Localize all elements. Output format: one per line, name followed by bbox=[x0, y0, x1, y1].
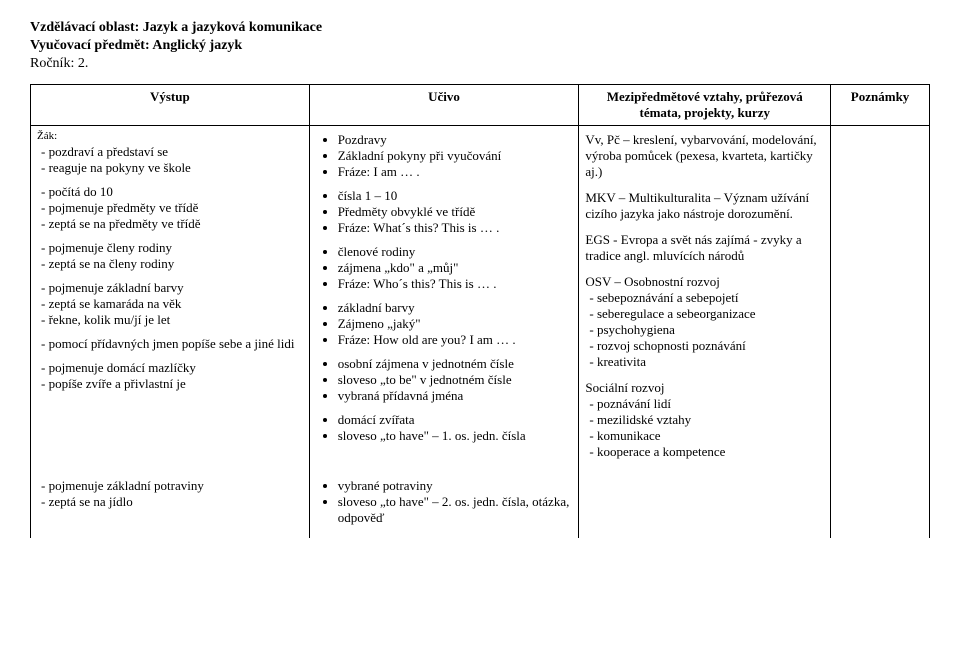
list-item: základní barvy bbox=[338, 300, 573, 316]
col-header-mezi: Mezipředmětové vztahy, průřezová témata,… bbox=[579, 85, 831, 126]
list-item: Fráze: What´s this? This is … . bbox=[338, 220, 573, 236]
list-item: pojmenuje domácí mazlíčky bbox=[41, 360, 303, 376]
header-line1-label: Vzdělávací oblast: bbox=[30, 20, 139, 35]
list-item: seberegulace a sebeorganizace bbox=[589, 306, 824, 322]
list-item: reaguje na pokyny ve škole bbox=[41, 160, 303, 176]
list-item: kreativita bbox=[589, 354, 824, 370]
list-item: sloveso „to have" – 2. os. jedn. čísla, … bbox=[338, 494, 573, 526]
list-item: členové rodiny bbox=[338, 244, 573, 260]
list-item: čísla 1 – 10 bbox=[338, 188, 573, 204]
vystup2-group-1: pojmenuje základní potraviny zeptá se na… bbox=[37, 478, 303, 510]
vystup-group-3: pojmenuje členy rodiny zeptá se na členy… bbox=[37, 240, 303, 272]
list-item: Fráze: Who´s this? This is … . bbox=[338, 276, 573, 292]
header-line2-label: Vyučovací předmět: bbox=[30, 38, 150, 53]
header-line-2: Vyučovací předmět: Anglický jazyk bbox=[30, 38, 930, 54]
list-item: pojmenuje základní barvy bbox=[41, 280, 303, 296]
ucivo-group-5: osobní zájmena v jednotném čísle sloveso… bbox=[316, 356, 573, 404]
vystup-group-4: pojmenuje základní barvy zeptá se kamará… bbox=[37, 280, 303, 328]
list-item: pomocí přídavných jmen popíše sebe a jin… bbox=[41, 336, 303, 352]
mezi-p5-list: poznávání lidí mezilidské vztahy komunik… bbox=[585, 396, 824, 460]
col-header-vystup: Výstup bbox=[31, 85, 310, 126]
list-item: sebepoznávání a sebepojetí bbox=[589, 290, 824, 306]
header-line-1: Vzdělávací oblast: Jazyk a jazyková komu… bbox=[30, 20, 930, 36]
list-item: sloveso „to be" v jednotném čísle bbox=[338, 372, 573, 388]
vystup-group-6: pojmenuje domácí mazlíčky popíše zvíře a… bbox=[37, 360, 303, 392]
list-item: mezilidské vztahy bbox=[589, 412, 824, 428]
ucivo-group-2: čísla 1 – 10 Předměty obvyklé ve třídě F… bbox=[316, 188, 573, 236]
vystup-group-2: počítá do 10 pojmenuje předměty ve třídě… bbox=[37, 184, 303, 232]
list-item: vybraná přídavná jména bbox=[338, 388, 573, 404]
cell-vystup-1: Žák: pozdraví a představí se reaguje na … bbox=[31, 126, 310, 473]
vystup-group-1: pozdraví a představí se reaguje na pokyn… bbox=[37, 144, 303, 176]
table-header-row: Výstup Učivo Mezipředmětové vztahy, průř… bbox=[31, 85, 930, 126]
list-item: zeptá se kamaráda na věk bbox=[41, 296, 303, 312]
list-item: Fráze: I am … . bbox=[338, 164, 573, 180]
list-item: Základní pokyny při vyučování bbox=[338, 148, 573, 164]
list-item: Předměty obvyklé ve třídě bbox=[338, 204, 573, 220]
cell-ucivo-1: Pozdravy Základní pokyny při vyučování F… bbox=[309, 126, 579, 473]
list-item: kooperace a kompetence bbox=[589, 444, 824, 460]
header-line3-value: 2. bbox=[78, 56, 89, 71]
list-item: počítá do 10 bbox=[41, 184, 303, 200]
cell-ucivo-2: vybrané potraviny sloveso „to have" – 2.… bbox=[309, 472, 579, 538]
mezi-p4-head: OSV – Osobnostní rozvoj bbox=[585, 274, 824, 290]
ucivo-group-3: členové rodiny zájmena „kdo" a „můj" Frá… bbox=[316, 244, 573, 292]
list-item: zeptá se na členy rodiny bbox=[41, 256, 303, 272]
mezi-p3: EGS - Evropa a svět nás zajímá - zvyky a… bbox=[585, 232, 824, 264]
list-item: pozdraví a představí se bbox=[41, 144, 303, 160]
mezi-p4-list: sebepoznávání a sebepojetí seberegulace … bbox=[585, 290, 824, 370]
list-item: domácí zvířata bbox=[338, 412, 573, 428]
list-item: osobní zájmena v jednotném čísle bbox=[338, 356, 573, 372]
document-header: Vzdělávací oblast: Jazyk a jazyková komu… bbox=[30, 20, 930, 72]
table-row: Žák: pozdraví a představí se reaguje na … bbox=[31, 126, 930, 473]
cell-mezi-2 bbox=[579, 472, 831, 538]
mezi-p1: Vv, Pč – kreslení, vybarvování, modelová… bbox=[585, 132, 824, 180]
list-item: psychohygiena bbox=[589, 322, 824, 338]
header-line3-label: Ročník: bbox=[30, 56, 74, 71]
col-header-ucivo: Učivo bbox=[309, 85, 579, 126]
col-header-poznamky: Poznámky bbox=[831, 85, 930, 126]
zak-label: Žák: bbox=[37, 130, 303, 142]
list-item: popíše zvíře a přivlastní je bbox=[41, 376, 303, 392]
list-item: pojmenuje předměty ve třídě bbox=[41, 200, 303, 216]
table-row: pojmenuje základní potraviny zeptá se na… bbox=[31, 472, 930, 538]
list-item: zeptá se na jídlo bbox=[41, 494, 303, 510]
list-item: pojmenuje členy rodiny bbox=[41, 240, 303, 256]
curriculum-table: Výstup Učivo Mezipředmětové vztahy, průř… bbox=[30, 84, 930, 538]
list-item: Fráze: How old are you? I am … . bbox=[338, 332, 573, 348]
list-item: zájmena „kdo" a „můj" bbox=[338, 260, 573, 276]
list-item: poznávání lidí bbox=[589, 396, 824, 412]
list-item: Pozdravy bbox=[338, 132, 573, 148]
cell-poznamky-2 bbox=[831, 472, 930, 538]
cell-vystup-2: pojmenuje základní potraviny zeptá se na… bbox=[31, 472, 310, 538]
list-item: sloveso „to have" – 1. os. jedn. čísla bbox=[338, 428, 573, 444]
cell-mezi-1: Vv, Pč – kreslení, vybarvování, modelová… bbox=[579, 126, 831, 473]
list-item: vybrané potraviny bbox=[338, 478, 573, 494]
ucivo-group-1: Pozdravy Základní pokyny při vyučování F… bbox=[316, 132, 573, 180]
mezi-p5-head: Sociální rozvoj bbox=[585, 380, 824, 396]
header-line2-value: Anglický jazyk bbox=[152, 38, 242, 53]
list-item: řekne, kolik mu/jí je let bbox=[41, 312, 303, 328]
list-item: zeptá se na předměty ve třídě bbox=[41, 216, 303, 232]
ucivo-group-6: domácí zvířata sloveso „to have" – 1. os… bbox=[316, 412, 573, 444]
header-line1-value: Jazyk a jazyková komunikace bbox=[143, 20, 322, 35]
list-item: pojmenuje základní potraviny bbox=[41, 478, 303, 494]
mezi-p2: MKV – Multikulturalita – Význam užívání … bbox=[585, 190, 824, 222]
ucivo2-group-1: vybrané potraviny sloveso „to have" – 2.… bbox=[316, 478, 573, 526]
ucivo-group-4: základní barvy Zájmeno „jaký" Fráze: How… bbox=[316, 300, 573, 348]
header-line-3: Ročník: 2. bbox=[30, 56, 930, 72]
list-item: Zájmeno „jaký" bbox=[338, 316, 573, 332]
vystup-group-5: pomocí přídavných jmen popíše sebe a jin… bbox=[37, 336, 303, 352]
cell-poznamky-1 bbox=[831, 126, 930, 473]
list-item: komunikace bbox=[589, 428, 824, 444]
list-item: rozvoj schopnosti poznávání bbox=[589, 338, 824, 354]
